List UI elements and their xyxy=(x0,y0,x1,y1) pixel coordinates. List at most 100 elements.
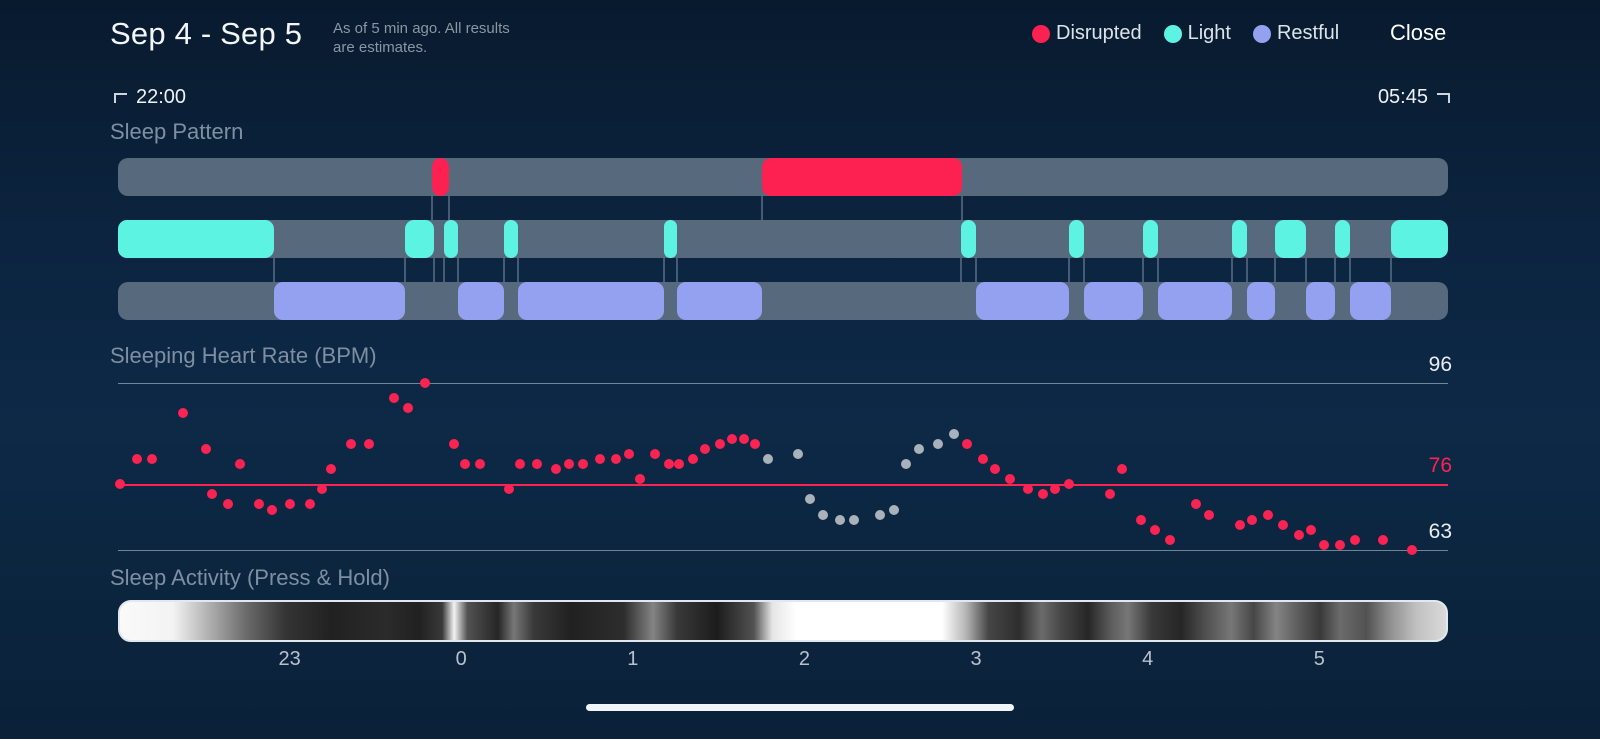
hr-point xyxy=(610,453,621,464)
legend: Disrupted Light Restful xyxy=(1032,22,1339,45)
hr-point xyxy=(234,458,245,469)
hour-axis: 23 0 1 2 3 4 5 xyxy=(118,648,1448,674)
track-connector xyxy=(432,258,435,282)
hr-point xyxy=(1305,524,1316,535)
header-subtitle: As of 5 min ago. All results are estimat… xyxy=(333,19,510,57)
segment-light xyxy=(960,220,977,258)
segment-light xyxy=(444,220,458,258)
light-dot-icon xyxy=(1163,24,1182,43)
segment-disrupted xyxy=(432,158,450,196)
hr-point xyxy=(634,474,645,485)
hr-point xyxy=(267,504,278,515)
track-connector xyxy=(975,258,978,282)
hr-point xyxy=(1247,514,1258,525)
hr-point xyxy=(207,489,218,500)
segment-restful xyxy=(457,282,505,320)
hr-point xyxy=(284,499,295,510)
hr-point xyxy=(804,494,815,505)
hour-tick-23: 23 xyxy=(278,648,301,670)
close-button[interactable]: Close xyxy=(1390,20,1447,45)
segment-restful xyxy=(1305,282,1335,320)
hr-point xyxy=(674,458,685,469)
hr-point xyxy=(977,453,988,464)
segment-light xyxy=(1068,220,1085,258)
range-start-time: 22:00 xyxy=(136,86,187,108)
hr-point xyxy=(663,458,674,469)
sleep-activity-bar[interactable] xyxy=(118,600,1448,642)
hr-point xyxy=(739,433,750,444)
hr-point xyxy=(504,484,515,495)
segment-light xyxy=(1274,220,1306,258)
hr-point xyxy=(715,438,726,449)
segment-restful xyxy=(1084,282,1143,320)
heart-rate-label: Sleeping Heart Rate (BPM) xyxy=(110,343,377,368)
crop-corner-left-icon xyxy=(114,92,127,103)
hr-point xyxy=(514,458,525,469)
hr-point xyxy=(749,438,760,449)
track-connector xyxy=(516,258,519,282)
hr-point xyxy=(989,464,1000,475)
track-connector xyxy=(1083,258,1086,282)
segment-light xyxy=(1334,220,1351,258)
range-end: 05:45 xyxy=(1378,86,1450,109)
hr-point xyxy=(578,458,589,469)
track-connector xyxy=(1067,258,1070,282)
track-connector xyxy=(448,196,451,220)
track-connector xyxy=(1333,258,1336,282)
hr-point xyxy=(178,408,189,419)
hr-point xyxy=(564,458,575,469)
hr-point xyxy=(933,438,944,449)
hr-axis-label-96: 96 xyxy=(1428,353,1452,376)
hr-point xyxy=(792,448,803,459)
segment-light xyxy=(663,220,678,258)
segment-restful xyxy=(1350,282,1392,320)
track-disrupted xyxy=(118,158,1448,196)
restful-dot-icon xyxy=(1252,24,1271,43)
hr-point xyxy=(1135,514,1146,525)
hr-point xyxy=(1406,545,1417,555)
segment-light xyxy=(1231,220,1248,258)
hr-point xyxy=(531,458,542,469)
hr-point xyxy=(1278,519,1289,530)
track-connector xyxy=(503,258,506,282)
hr-point xyxy=(818,509,829,520)
hr-gridline-96 xyxy=(118,383,1448,384)
hour-tick-4: 4 xyxy=(1142,648,1154,670)
segment-restful xyxy=(1247,282,1275,320)
disrupted-dot-icon xyxy=(1032,24,1050,43)
segment-light xyxy=(1142,220,1158,258)
segment-restful xyxy=(274,282,405,320)
hr-point xyxy=(624,448,635,459)
range-end-time: 05:45 xyxy=(1377,86,1428,108)
track-connector xyxy=(1304,258,1307,282)
subtitle-line-2: are estimates. xyxy=(333,39,428,56)
hr-point xyxy=(1293,529,1304,540)
hr-point xyxy=(914,443,925,454)
legend-label-light: Light xyxy=(1187,22,1231,44)
hr-point xyxy=(363,438,374,449)
hr-point xyxy=(1164,534,1175,545)
legend-label-disrupted: Disrupted xyxy=(1056,22,1142,44)
segment-restful xyxy=(517,282,664,320)
track-connector xyxy=(1273,258,1276,282)
segment-restful xyxy=(976,282,1069,320)
page-title: Sep 4 - Sep 5 xyxy=(110,16,303,51)
segment-restful xyxy=(1157,282,1232,320)
hour-tick-1: 1 xyxy=(627,648,639,670)
home-indicator[interactable] xyxy=(586,704,1014,711)
hr-point xyxy=(114,479,125,490)
hr-point xyxy=(1204,509,1215,520)
hr-point xyxy=(1334,539,1345,550)
heart-rate-chart[interactable]: 96 76 63 xyxy=(114,353,1452,555)
hr-point xyxy=(325,464,336,475)
hr-point xyxy=(595,453,606,464)
track-connector xyxy=(662,258,665,282)
hr-point xyxy=(389,393,400,404)
hr-point xyxy=(420,378,431,388)
sleep-pattern-chart[interactable] xyxy=(118,158,1448,320)
hr-point xyxy=(253,499,264,510)
hr-point xyxy=(1005,474,1016,485)
hr-point xyxy=(763,453,774,464)
track-connector xyxy=(443,258,446,282)
hr-point xyxy=(1116,464,1127,475)
